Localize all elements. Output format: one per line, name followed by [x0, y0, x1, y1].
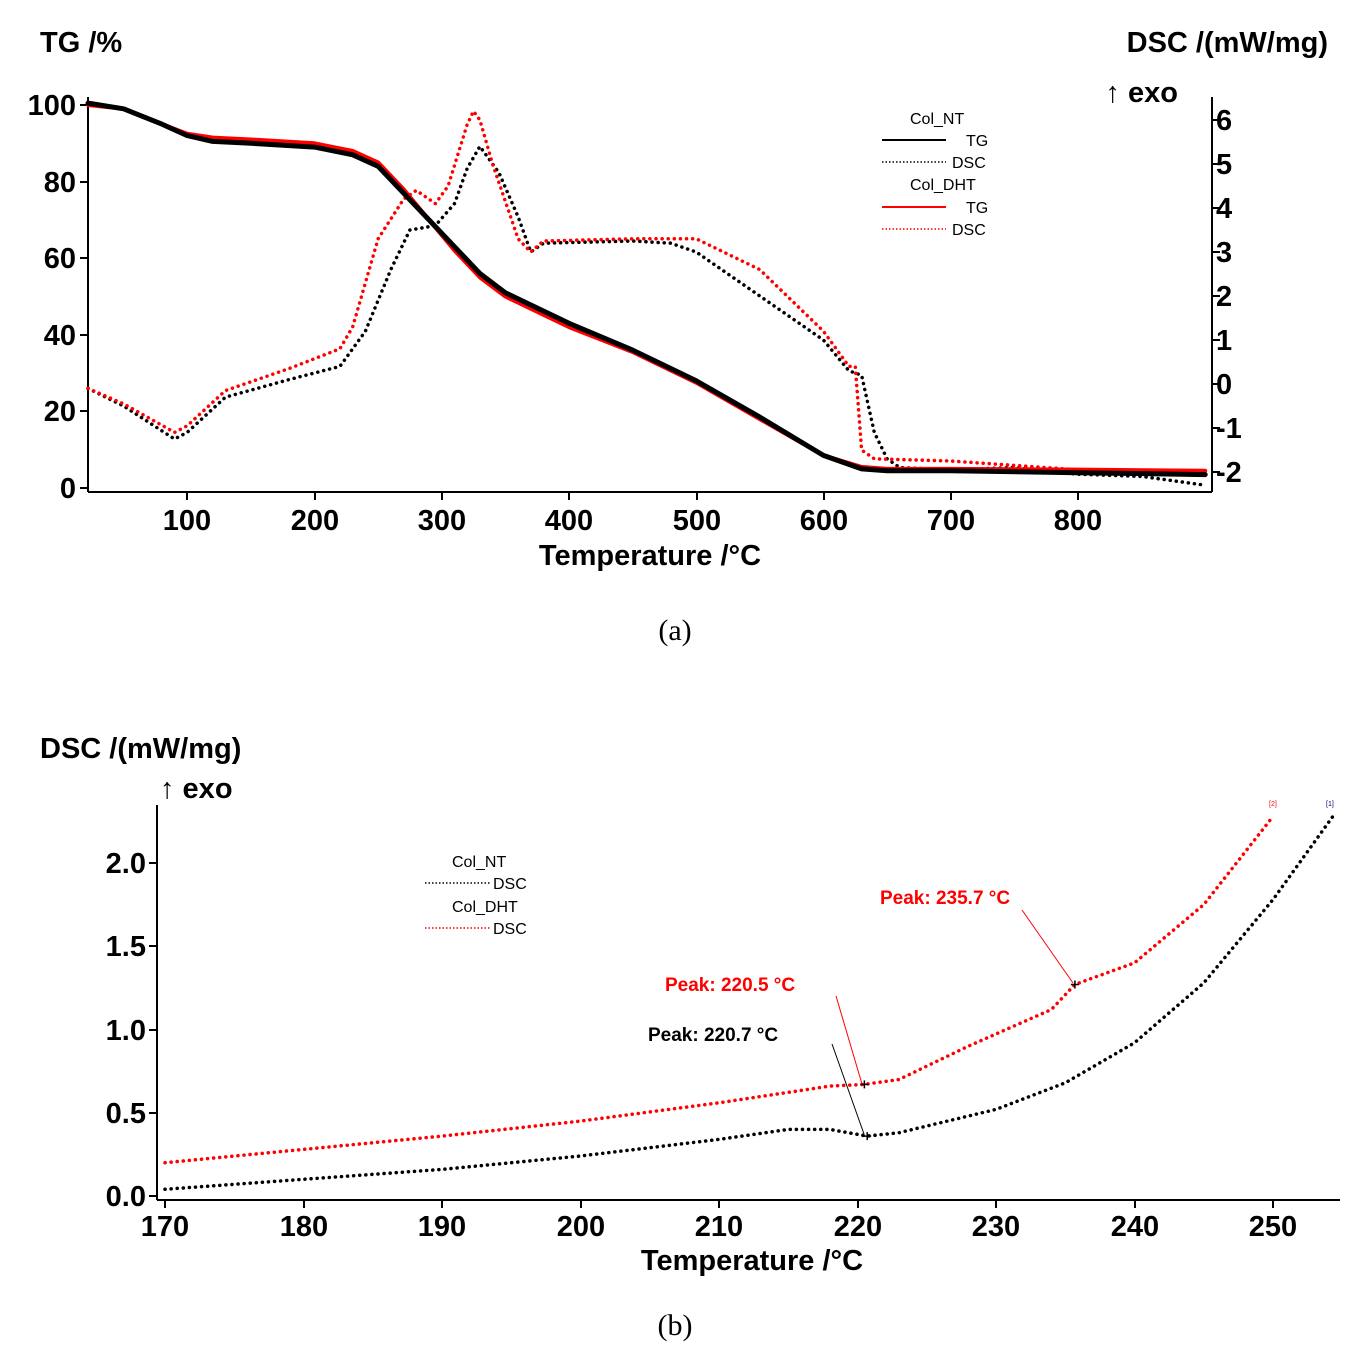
a-x-tick-label: 500 — [673, 505, 721, 537]
b-x-tick-label: 180 — [280, 1211, 328, 1243]
a-x-ticks: 100 200 300 400 500 600 700 800 — [163, 492, 1102, 537]
panel-b-dsc-zoom-chart: DSC /(mW/mg) ↑ exo Temperature /°C 170 1… — [40, 733, 1340, 1342]
a-series-col-dht-dsc — [86, 109, 1207, 474]
b-y-tick-label: 2.0 — [106, 848, 146, 880]
b-peak-label-dht-220: Peak: 220.5 °C — [665, 975, 795, 996]
a-legend-dht-dsc-label: DSC — [952, 222, 986, 239]
a-right-tick-label: -2 — [1216, 457, 1242, 489]
a-left-y-ticks: 100 80 60 40 20 0 — [28, 90, 88, 505]
a-right-tick-label: 0 — [1216, 369, 1232, 401]
b-series-col-nt-dsc — [163, 811, 1338, 1192]
b-peak-marker-0 — [860, 1080, 869, 1089]
b-end-marker-dht: [2] — [1269, 801, 1277, 808]
a-caption: (a) — [658, 614, 691, 647]
a-right-tick-label: -1 — [1216, 413, 1242, 445]
a-x-tick-label: 300 — [418, 505, 466, 537]
a-right-tick-label: 4 — [1216, 193, 1232, 225]
a-right-tick-label: 6 — [1216, 105, 1232, 137]
b-peak-label-dht-235: Peak: 235.7 °C — [880, 888, 1010, 909]
a-series-col-dht-tg — [86, 103, 1208, 473]
a-left-tick-label: 80 — [44, 167, 76, 199]
b-peak-leader-dht-235 — [1021, 909, 1074, 984]
a-x-tick-label: 100 — [163, 505, 211, 537]
a-legend-dht-tg-label: TG — [966, 200, 988, 217]
b-y-tick-label: 1.5 — [106, 931, 146, 963]
b-end-marker-nt: [1] — [1326, 801, 1334, 808]
a-legend-group-nt: Col_NT — [910, 111, 964, 128]
b-legend-dht-dsc-label: DSC — [493, 921, 527, 938]
a-x-tick-label: 800 — [1054, 505, 1102, 537]
b-y-axis-title: DSC /(mW/mg) — [40, 733, 241, 765]
b-x-tick-label: 170 — [141, 1211, 189, 1243]
a-right-tick-label: 3 — [1216, 237, 1232, 269]
a-legend: Col_NT TG DSC Col_DHT TG DSC — [882, 111, 988, 239]
a-left-tick-label: 100 — [28, 90, 76, 122]
b-peak-label-nt-220: Peak: 220.7 °C — [648, 1025, 778, 1046]
b-x-tick-label: 210 — [695, 1211, 743, 1243]
a-legend-group-dht: Col_DHT — [910, 177, 976, 194]
a-series-col-nt-dsc — [86, 144, 1207, 487]
b-x-tick-label: 250 — [1249, 1211, 1297, 1243]
a-right-tick-label: 2 — [1216, 281, 1232, 313]
a-legend-nt-dsc-label: DSC — [952, 155, 986, 172]
b-peak-marker-2 — [1070, 980, 1079, 989]
a-x-tick-label: 700 — [927, 505, 975, 537]
b-y-tick-label: 0.5 — [106, 1098, 146, 1130]
b-x-axis-title: Temperature /°C — [641, 1245, 863, 1277]
b-legend-group-dht: Col_DHT — [452, 899, 518, 916]
b-x-tick-label: 200 — [557, 1211, 605, 1243]
a-x-tick-label: 400 — [545, 505, 593, 537]
a-x-axis-title: Temperature /°C — [539, 540, 761, 572]
a-series-col-nt-tg — [85, 100, 1208, 478]
b-series-layer — [163, 811, 1338, 1192]
a-series-layer — [85, 100, 1208, 487]
b-y-tick-label: 0.0 — [106, 1181, 146, 1213]
b-series-col-dht-dsc — [163, 814, 1275, 1165]
a-right-tick-label: 5 — [1216, 149, 1232, 181]
a-x-tick-label: 200 — [291, 505, 339, 537]
b-peak-leader-dht-220 — [835, 995, 863, 1085]
a-left-axis-title: TG /% — [40, 27, 122, 59]
panel-a-tg-dsc-chart: TG /% DSC /(mW/mg) ↑ exo Temperature /°C… — [28, 27, 1328, 647]
a-right-y-ticks: 6 5 4 3 2 1 0 -1 -2 — [1212, 105, 1242, 489]
a-right-tick-label: 1 — [1216, 325, 1232, 357]
b-y-tick-label: 1.0 — [106, 1015, 146, 1047]
b-x-tick-label: 190 — [418, 1211, 466, 1243]
a-left-tick-label: 0 — [60, 473, 76, 505]
b-peak-marker-1 — [863, 1132, 872, 1141]
b-x-ticks: 170 180 190 200 210 220 230 240 250 — [141, 1200, 1297, 1243]
a-x-tick-label: 600 — [800, 505, 848, 537]
b-legend: Col_NT DSC Col_DHT DSC — [425, 854, 527, 938]
a-left-tick-label: 40 — [44, 320, 76, 352]
a-right-axis-exo-label: ↑ exo — [1105, 77, 1178, 109]
a-left-tick-label: 60 — [44, 243, 76, 275]
b-legend-group-nt: Col_NT — [452, 854, 506, 871]
b-y-axis-exo-label: ↑ exo — [160, 773, 233, 805]
a-left-tick-label: 20 — [44, 396, 76, 428]
a-legend-nt-tg-label: TG — [966, 133, 988, 150]
b-x-tick-label: 230 — [972, 1211, 1020, 1243]
b-x-tick-label: 240 — [1111, 1211, 1159, 1243]
b-y-ticks: 2.0 1.5 1.0 0.5 0.0 — [106, 848, 157, 1213]
a-right-axis-title: DSC /(mW/mg) — [1127, 27, 1328, 59]
b-caption: (b) — [658, 1309, 693, 1342]
b-legend-nt-dsc-label: DSC — [493, 876, 527, 893]
b-peak-leader-nt-220 — [831, 1043, 865, 1135]
b-x-tick-label: 220 — [834, 1211, 882, 1243]
